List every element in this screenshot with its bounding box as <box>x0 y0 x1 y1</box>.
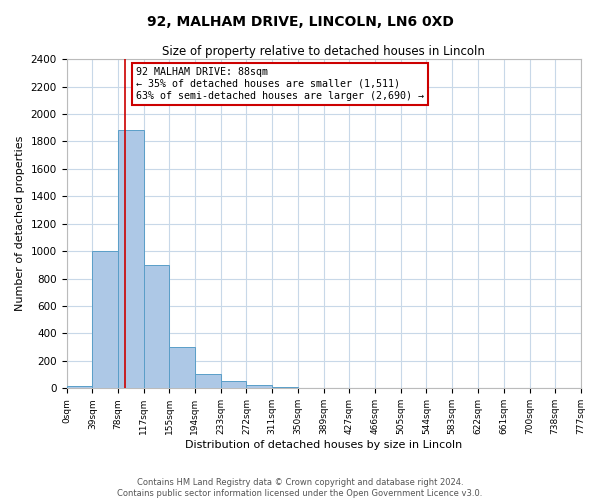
Bar <box>144 265 169 388</box>
Bar <box>272 387 298 388</box>
Text: 92, MALHAM DRIVE, LINCOLN, LN6 0XD: 92, MALHAM DRIVE, LINCOLN, LN6 0XD <box>146 15 454 29</box>
Bar <box>195 374 221 388</box>
Bar <box>92 250 118 388</box>
Bar <box>247 385 272 388</box>
Bar <box>221 382 247 388</box>
Bar <box>67 386 92 388</box>
X-axis label: Distribution of detached houses by size in Lincoln: Distribution of detached houses by size … <box>185 440 462 450</box>
Bar <box>169 346 195 389</box>
Text: Contains HM Land Registry data © Crown copyright and database right 2024.
Contai: Contains HM Land Registry data © Crown c… <box>118 478 482 498</box>
Title: Size of property relative to detached houses in Lincoln: Size of property relative to detached ho… <box>162 45 485 58</box>
Bar <box>118 130 144 388</box>
Y-axis label: Number of detached properties: Number of detached properties <box>15 136 25 312</box>
Text: 92 MALHAM DRIVE: 88sqm
← 35% of detached houses are smaller (1,511)
63% of semi-: 92 MALHAM DRIVE: 88sqm ← 35% of detached… <box>136 68 424 100</box>
